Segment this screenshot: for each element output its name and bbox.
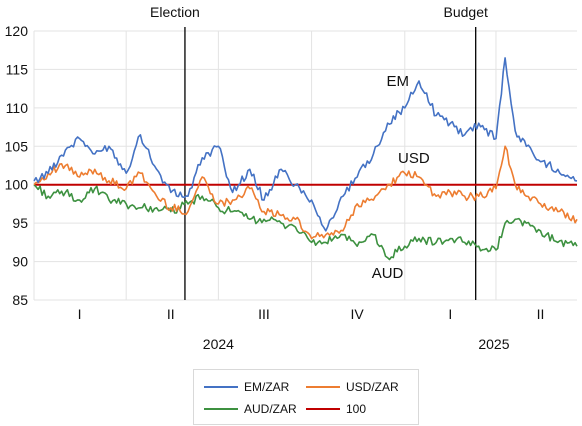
event-label-election: Election — [150, 4, 200, 20]
legend-swatch-usd-zar — [306, 386, 340, 388]
annotation-aud: AUD — [372, 265, 404, 282]
series-line-usd-zar — [33, 145, 578, 240]
y-tick-label-90: 90 — [12, 254, 28, 270]
series-line-em-zar — [33, 57, 578, 232]
legend-item-aud-zar: AUD/ZAR — [204, 402, 297, 416]
y-tick-label-85: 85 — [12, 292, 28, 308]
y-tick-label-100: 100 — [5, 177, 29, 193]
y-tick-label-105: 105 — [5, 138, 29, 154]
quarter-label-0: I — [78, 306, 82, 322]
legend-label-em-zar: EM/ZAR — [244, 380, 290, 394]
quarter-label-1: II — [167, 306, 175, 322]
annotation-em: EM — [386, 73, 409, 90]
quarter-label-2: III — [258, 306, 270, 322]
legend: EM/ZAR USD/ZAR AUD/ZAR 100 — [193, 369, 419, 425]
legend-item-usd-zar: USD/ZAR — [306, 380, 399, 394]
legend-label-100: 100 — [346, 402, 367, 416]
year-label-2025: 2025 — [478, 336, 509, 352]
quarter-label-3: IV — [351, 306, 365, 322]
annotation-usd: USD — [398, 150, 430, 167]
quarter-label-5: II — [537, 306, 545, 322]
y-tick-label-110: 110 — [6, 100, 29, 116]
quarter-label-4: I — [448, 306, 452, 322]
year-label-2024: 2024 — [203, 336, 234, 352]
series-line-aud-zar — [33, 184, 578, 261]
legend-label-usd-zar: USD/ZAR — [346, 380, 399, 394]
y-tick-label-120: 120 — [5, 23, 29, 39]
legend-swatch-100 — [306, 408, 340, 410]
legend-item-em-zar: EM/ZAR — [204, 380, 289, 394]
legend-label-aud-zar: AUD/ZAR — [244, 402, 297, 416]
y-tick-label-95: 95 — [12, 215, 28, 231]
event-label-budget: Budget — [444, 4, 488, 20]
legend-item-100: 100 — [306, 402, 366, 416]
y-tick-label-115: 115 — [6, 61, 29, 77]
legend-swatch-aud-zar — [204, 408, 238, 410]
legend-swatch-em-zar — [204, 386, 238, 388]
